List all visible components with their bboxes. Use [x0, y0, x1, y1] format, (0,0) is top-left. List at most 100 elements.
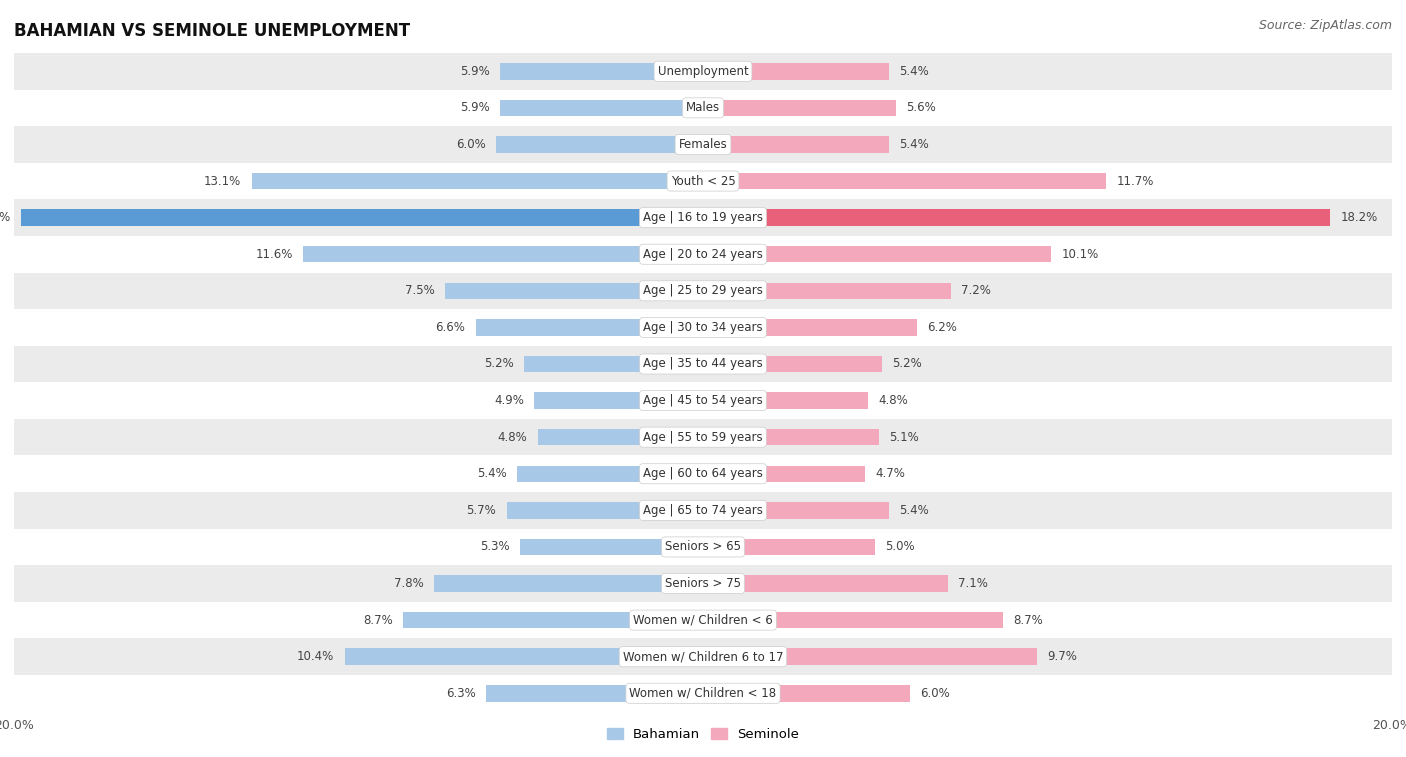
Text: Seniors > 75: Seniors > 75 — [665, 577, 741, 590]
Text: BAHAMIAN VS SEMINOLE UNEMPLOYMENT: BAHAMIAN VS SEMINOLE UNEMPLOYMENT — [14, 22, 411, 40]
Bar — [14, 89, 1392, 126]
Text: 9.7%: 9.7% — [1047, 650, 1077, 663]
Text: 10.1%: 10.1% — [1062, 248, 1098, 260]
Text: Unemployment: Unemployment — [658, 65, 748, 78]
Text: 4.9%: 4.9% — [494, 394, 524, 407]
Bar — [14, 199, 1392, 236]
Bar — [14, 53, 1392, 89]
Bar — [252, 173, 703, 189]
Bar — [703, 246, 1050, 263]
Text: 19.8%: 19.8% — [0, 211, 11, 224]
Text: Source: ZipAtlas.com: Source: ZipAtlas.com — [1258, 19, 1392, 32]
Bar — [703, 210, 1330, 226]
Bar — [14, 602, 1392, 638]
Text: Age | 65 to 74 years: Age | 65 to 74 years — [643, 504, 763, 517]
Bar — [14, 346, 1392, 382]
Bar — [703, 282, 950, 299]
Text: 5.3%: 5.3% — [481, 540, 510, 553]
Bar — [14, 236, 1392, 273]
Bar — [537, 429, 703, 445]
Bar — [14, 419, 1392, 456]
Text: 7.2%: 7.2% — [962, 285, 991, 298]
Text: 5.2%: 5.2% — [484, 357, 513, 370]
Text: 5.9%: 5.9% — [460, 65, 489, 78]
Bar — [517, 466, 703, 482]
Bar — [14, 309, 1392, 346]
Text: 5.6%: 5.6% — [907, 101, 936, 114]
Bar — [404, 612, 703, 628]
Bar — [703, 685, 910, 702]
Bar — [475, 319, 703, 335]
Text: 6.2%: 6.2% — [927, 321, 956, 334]
Bar — [21, 210, 703, 226]
Text: 8.7%: 8.7% — [363, 614, 392, 627]
Bar — [344, 649, 703, 665]
Bar — [444, 282, 703, 299]
Bar — [703, 612, 1002, 628]
Text: 5.7%: 5.7% — [467, 504, 496, 517]
Bar — [14, 675, 1392, 712]
Bar — [703, 136, 889, 153]
Bar — [703, 575, 948, 592]
Bar — [499, 100, 703, 116]
Text: 11.7%: 11.7% — [1116, 175, 1154, 188]
Bar — [304, 246, 703, 263]
Text: 6.6%: 6.6% — [436, 321, 465, 334]
Text: Seniors > 65: Seniors > 65 — [665, 540, 741, 553]
Bar — [499, 63, 703, 79]
Bar — [486, 685, 703, 702]
Text: Age | 30 to 34 years: Age | 30 to 34 years — [643, 321, 763, 334]
Bar — [434, 575, 703, 592]
Text: 5.4%: 5.4% — [900, 65, 929, 78]
Text: Women w/ Children < 18: Women w/ Children < 18 — [630, 687, 776, 699]
Text: 6.0%: 6.0% — [920, 687, 950, 699]
Text: 5.4%: 5.4% — [900, 138, 929, 151]
Bar — [703, 429, 879, 445]
Text: Age | 60 to 64 years: Age | 60 to 64 years — [643, 467, 763, 480]
Text: Age | 25 to 29 years: Age | 25 to 29 years — [643, 285, 763, 298]
Bar — [703, 63, 889, 79]
Text: 5.0%: 5.0% — [886, 540, 915, 553]
Legend: Bahamian, Seminole: Bahamian, Seminole — [607, 728, 799, 741]
Bar — [496, 136, 703, 153]
Text: 6.0%: 6.0% — [456, 138, 486, 151]
Bar — [703, 649, 1038, 665]
Text: 5.4%: 5.4% — [477, 467, 506, 480]
Text: Age | 16 to 19 years: Age | 16 to 19 years — [643, 211, 763, 224]
Bar — [14, 528, 1392, 565]
Bar — [524, 356, 703, 372]
Text: 13.1%: 13.1% — [204, 175, 242, 188]
Bar — [14, 382, 1392, 419]
Text: 5.1%: 5.1% — [889, 431, 918, 444]
Text: Youth < 25: Youth < 25 — [671, 175, 735, 188]
Text: Age | 45 to 54 years: Age | 45 to 54 years — [643, 394, 763, 407]
Text: 11.6%: 11.6% — [256, 248, 292, 260]
Bar — [703, 173, 1107, 189]
Text: 7.1%: 7.1% — [957, 577, 988, 590]
Bar — [14, 126, 1392, 163]
Bar — [703, 100, 896, 116]
Bar — [14, 456, 1392, 492]
Bar — [703, 502, 889, 519]
Text: 5.2%: 5.2% — [893, 357, 922, 370]
Text: Age | 55 to 59 years: Age | 55 to 59 years — [643, 431, 763, 444]
Bar — [534, 392, 703, 409]
Bar — [14, 273, 1392, 309]
Bar — [703, 319, 917, 335]
Text: 4.7%: 4.7% — [875, 467, 905, 480]
Text: 5.4%: 5.4% — [900, 504, 929, 517]
Text: 10.4%: 10.4% — [297, 650, 335, 663]
Text: Women w/ Children 6 to 17: Women w/ Children 6 to 17 — [623, 650, 783, 663]
Bar — [703, 356, 882, 372]
Text: Age | 20 to 24 years: Age | 20 to 24 years — [643, 248, 763, 260]
Bar — [14, 638, 1392, 675]
Text: 6.3%: 6.3% — [446, 687, 475, 699]
Text: Age | 35 to 44 years: Age | 35 to 44 years — [643, 357, 763, 370]
Text: 18.2%: 18.2% — [1340, 211, 1378, 224]
Bar — [520, 539, 703, 555]
Text: 8.7%: 8.7% — [1012, 614, 1043, 627]
Text: 4.8%: 4.8% — [879, 394, 908, 407]
Text: Women w/ Children < 6: Women w/ Children < 6 — [633, 614, 773, 627]
Text: 7.8%: 7.8% — [394, 577, 425, 590]
Bar — [14, 565, 1392, 602]
